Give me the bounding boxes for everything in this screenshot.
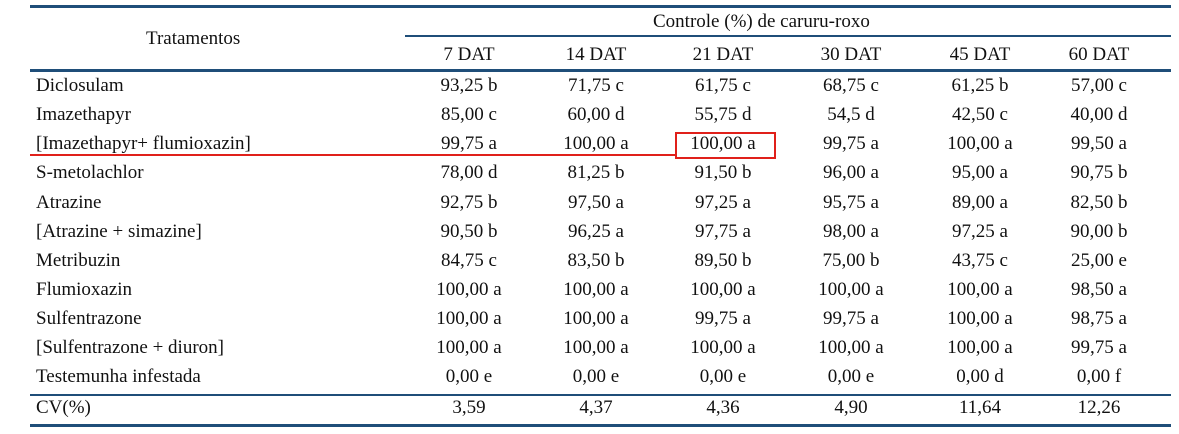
table-cell: 100,00 a: [436, 279, 502, 300]
table-cell: 95,00 a: [952, 162, 1008, 183]
table-cell: 99,75 a: [695, 308, 751, 329]
table-cell: 91,50 b: [694, 162, 752, 183]
table-cell: 100,00 a: [818, 279, 884, 300]
table-cell: 0,00 d: [956, 366, 1004, 387]
table-cell: 100,00 a: [818, 337, 884, 358]
table-cell: 81,25 b: [567, 162, 625, 183]
table-cell: 12,26: [1077, 397, 1121, 418]
table-row-label: Metribuzin: [36, 250, 121, 271]
table-cell: 0,00 e: [699, 366, 747, 387]
table-cell: 90,00 b: [1070, 221, 1128, 242]
table-row-label: Flumioxazin: [36, 279, 133, 300]
table-cell: 100,00 a: [690, 337, 756, 358]
table-row-label: Atrazine: [36, 192, 102, 213]
table-cell: 99,75 a: [823, 308, 879, 329]
table-cell: 96,25 a: [568, 221, 624, 242]
table-cell: 98,75 a: [1071, 308, 1127, 329]
group-underline: [405, 35, 1171, 37]
table-cell: 78,00 d: [440, 162, 498, 183]
table-cell: 93,25 b: [440, 75, 498, 96]
table-cell: 100,00 a: [947, 308, 1013, 329]
table-row-label: [Atrazine + simazine]: [36, 221, 202, 242]
cv-row-label: CV(%): [36, 397, 91, 418]
table-cell: 11,64: [958, 397, 1002, 418]
table-cell: 90,75 b: [1070, 162, 1128, 183]
table-cell: 42,50 c: [952, 104, 1008, 125]
table-cell: 99,75 a: [1071, 337, 1127, 358]
highlight-box: [675, 132, 776, 159]
table-cell: 100,00 a: [947, 133, 1013, 154]
table-cell: 25,00 e: [1071, 250, 1127, 271]
table-row-label: Sulfentrazone: [36, 308, 142, 329]
table-cell: 0,00 e: [445, 366, 493, 387]
table-cell: 97,75 a: [695, 221, 751, 242]
table-row-label: Diclosulam: [36, 75, 124, 96]
table-cell: 95,75 a: [823, 192, 879, 213]
table-cell: 40,00 d: [1070, 104, 1128, 125]
table-cell: 60,00 d: [567, 104, 625, 125]
table-cell: 0,00 e: [827, 366, 875, 387]
table-cell: 90,50 b: [440, 221, 498, 242]
column-header: 60 DAT: [1068, 44, 1130, 65]
table-cell: 100,00 a: [563, 308, 629, 329]
table-row-label: Testemunha infestada: [36, 366, 201, 387]
table-cell: 0,00 f: [1076, 366, 1122, 387]
control-group-header: Controle (%) de caruru-roxo: [653, 11, 870, 32]
column-header: 21 DAT: [692, 44, 754, 65]
table-cell: 100,00 a: [563, 133, 629, 154]
top-rule: [30, 5, 1171, 8]
table-cell: 89,50 b: [694, 250, 752, 271]
table-row-label: Imazethapyr: [36, 104, 131, 125]
highlight-underline: [30, 154, 677, 156]
cv-separator-rule: [30, 394, 1171, 396]
table-cell: 75,00 b: [822, 250, 880, 271]
table-cell: 68,75 c: [823, 75, 879, 96]
table-cell: 98,50 a: [1071, 279, 1127, 300]
table-cell: 100,00 a: [436, 308, 502, 329]
table-cell: 57,00 c: [1071, 75, 1127, 96]
table-cell: 55,75 d: [694, 104, 752, 125]
table-cell: 54,5 d: [827, 104, 875, 125]
table-cell: 99,75 a: [823, 133, 879, 154]
table-cell: 97,25 a: [952, 221, 1008, 242]
table-cell: 4,90: [834, 397, 868, 418]
table-cell: 100,00 a: [563, 279, 629, 300]
table-cell: 92,75 b: [440, 192, 498, 213]
table-cell: 99,50 a: [1071, 133, 1127, 154]
table-cell: 89,00 a: [952, 192, 1008, 213]
table-cell: 3,59: [452, 397, 486, 418]
table-cell: 100,00 a: [947, 337, 1013, 358]
column-header: 7 DAT: [443, 44, 495, 65]
table-cell: 84,75 c: [441, 250, 497, 271]
table-cell: 71,75 c: [568, 75, 624, 96]
table-cell: 4,37: [579, 397, 613, 418]
table-cell: 100,00 a: [690, 279, 756, 300]
table-row-label: [Imazethapyr+ flumioxazin]: [36, 133, 251, 154]
bottom-rule: [30, 424, 1171, 427]
treatments-header: Tratamentos: [146, 28, 241, 49]
table-row-label: [Sulfentrazone + diuron]: [36, 337, 224, 358]
table-cell: 100,00 a: [947, 279, 1013, 300]
table-cell: 61,75 c: [695, 75, 751, 96]
column-header: 14 DAT: [565, 44, 627, 65]
table-cell: 0,00 e: [572, 366, 620, 387]
table-cell: 83,50 b: [567, 250, 625, 271]
column-header: 30 DAT: [820, 44, 882, 65]
table-cell: 82,50 b: [1070, 192, 1128, 213]
table-cell: 97,50 a: [568, 192, 624, 213]
table-cell: 61,25 b: [951, 75, 1009, 96]
table-cell: 43,75 c: [952, 250, 1008, 271]
table-cell: 97,25 a: [695, 192, 751, 213]
table-cell: 100,00 a: [563, 337, 629, 358]
table-cell: 96,00 a: [823, 162, 879, 183]
table-cell: 85,00 c: [441, 104, 497, 125]
header-bottom-rule: [30, 69, 1171, 72]
column-header: 45 DAT: [949, 44, 1011, 65]
table-cell: 99,75 a: [441, 133, 497, 154]
table-row-label: S-metolachlor: [36, 162, 144, 183]
table-cell: 4,36: [706, 397, 740, 418]
table-cell: 98,00 a: [823, 221, 879, 242]
table-cell: 100,00 a: [690, 133, 756, 154]
table-cell: 100,00 a: [436, 337, 502, 358]
